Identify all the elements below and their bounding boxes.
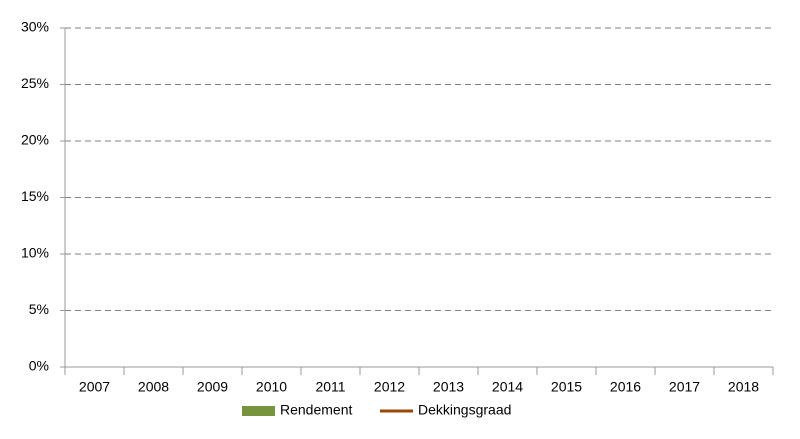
x-tick-label: 2014 (492, 379, 523, 395)
legend-label: Dekkingsgraad (418, 402, 511, 418)
y-tick-label: 15% (21, 188, 49, 204)
legend-swatch (242, 406, 275, 416)
x-tick-label: 2007 (79, 379, 110, 395)
x-tick-label: 2012 (374, 379, 405, 395)
x-tick-label: 2017 (669, 379, 700, 395)
x-tick-label: 2011 (315, 379, 345, 395)
x-tick-label: 2018 (728, 379, 759, 395)
legend-label: Rendement (280, 402, 352, 418)
x-tick-label: 2010 (256, 379, 287, 395)
y-tick-label: 10% (21, 245, 49, 261)
y-tick-label: 0% (29, 358, 49, 374)
x-tick-label: 2015 (551, 379, 582, 395)
y-tick-label: 20% (21, 132, 49, 148)
y-tick-label: 5% (29, 301, 49, 317)
y-tick-label: 25% (21, 75, 49, 91)
y-tick-label: 30% (21, 19, 49, 35)
x-tick-label: 2016 (610, 379, 641, 395)
x-tick-label: 2009 (197, 379, 228, 395)
x-tick-label: 2008 (138, 379, 169, 395)
x-tick-label: 2013 (433, 379, 464, 395)
